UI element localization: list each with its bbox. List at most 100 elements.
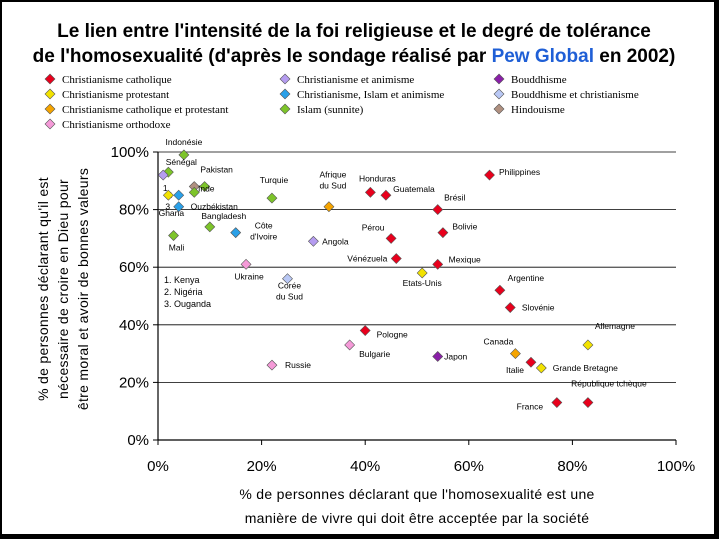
chart-title-part-a: de l'homosexualité [33,46,203,67]
point-ghana [162,189,174,201]
legend-label-christianisme-catholique: Christianisme catholique [62,74,172,86]
note-line-3: 3. Ouganda [164,299,211,309]
point-angola [307,235,319,247]
scatter-chart: Le lien entre l'intensité de la foi reli… [33,21,696,526]
point-honduras [364,186,376,198]
point-label-honduras: Honduras [359,173,396,183]
legend-label-christianisme-et-animisme: Christianisme et animisme [297,74,414,86]
point-label-mali: Mali [169,243,185,253]
point-label-senegal: Sénégal [166,157,197,167]
legend-label-christianisme-islam-et-animisme: Christianisme, Islam et animisme [297,89,444,101]
point-label-canada: Canada [484,337,514,347]
point-label-russie: Russie [285,360,311,370]
point-slovenie [504,302,516,313]
legend-marker-christianisme-catholique-et-protestant [44,103,56,115]
point-italie [525,356,537,368]
point-2 [173,189,185,201]
point-label-grande-bretagne: Grande Bretagne [553,363,618,373]
legend-marker-christianisme-islam-et-animisme [279,88,291,100]
point-pakistan [199,181,211,192]
legend-label-hindouisme: Hindouisme [511,104,565,116]
legend-marker-christianisme-et-animisme [279,73,291,85]
point-allemagne [582,339,594,351]
point-label-slovenie: Slovénie [522,303,555,313]
legend-label-christianisme-protestant: Christianisme protestant [62,89,169,101]
point-label-afrique-du-sud: Afrique du Sud [319,170,346,191]
point-ouzbekistan [188,186,200,198]
chart-title-part-b: (d'après le sondage réalisé par [203,46,492,67]
legend-marker-islam-sunnite [279,103,291,115]
y-tick-label: 80% [119,202,149,219]
y-axis-label-line2: nécessaire de croire en Dieu pour [55,179,71,399]
point-mexique [432,258,444,270]
chart-slide: Le lien entre l'intensité de la foi reli… [2,2,714,534]
legend-label-christianisme-orthodoxe: Christianisme orthodoxe [62,119,171,131]
legend-marker-christianisme-catholique [44,73,56,85]
point-label-france: France [517,402,544,412]
point-label-bresil: Brésil [444,193,465,203]
legend-label-bouddhisme: Bouddhisme [511,74,567,86]
point-label-italie: Italie [506,365,524,375]
point-label-bulgarie: Bulgarie [359,349,390,359]
point-label-ouzbekistan: Ouzbékistan [191,201,239,211]
point-label-perou: Pérou [362,222,385,232]
point-indonesie [178,149,190,161]
numbered-note: 1. Kenya 2. Nigéria 3. Ouganda [164,275,211,309]
y-tick-label: 100% [111,144,149,161]
legend-marker-christianisme-orthodoxe [44,118,56,130]
point-label-republique-tcheque: République tchèque [571,379,647,389]
x-axis-label-line1: % de personnes déclarant que l'homosexua… [239,486,594,502]
point-japon [432,351,444,362]
point-label-ukraine: Ukraine [234,271,264,281]
point-mali [168,230,179,241]
legend-marker-hindouisme [493,103,505,115]
legend-marker-christianisme-protestant [44,88,56,100]
y-tick-label: 0% [127,432,149,449]
legend-label-bouddhisme-et-christianisme: Bouddhisme et christianisme [511,89,639,101]
point-cote-d-ivoire [230,227,242,239]
x-tick-label: 80% [557,458,587,475]
point-label-mexique: Mexique [449,254,481,264]
legend-label-islam-sunnite: Islam (sunnite) [297,104,364,116]
point-label-argentine: Argentine [508,273,545,283]
legend-marker-bouddhisme [493,73,505,85]
point-label-allemagne: Allemagne [595,321,635,331]
point-philippines [484,169,495,181]
point-3 [173,201,185,213]
point-1 [157,169,169,181]
point-label-inde: Inde [198,184,215,194]
point-canada [509,348,521,360]
x-tick-label: 60% [454,458,484,475]
point-label-1: 1 [163,183,168,193]
y-axis-label-line1: % de personnes déclarant qu'il est [35,177,51,401]
point-label-coree-du-sud: Corée du Sud [276,281,303,302]
point-pologne [359,325,371,336]
note-line-1: 1. Kenya [164,275,200,285]
point-label-cote-d-ivoire: Côte d'Ivoire [250,221,277,242]
point-etats-unis [416,267,428,279]
y-tick-label: 20% [119,374,149,391]
point-bolivie [437,227,449,239]
point-france [551,397,563,408]
legend-marker-bouddhisme-et-christianisme [493,88,505,100]
point-label-guatemala: Guatemala [393,184,435,194]
y-tick-label: 40% [119,317,149,334]
point-republique-tcheque [582,397,594,408]
chart-title-part-c: en 2002) [594,46,675,67]
point-label-angola: Angola [322,236,349,246]
point-guatemala [380,189,392,201]
point-turquie [266,192,278,204]
point-label-philippines: Philippines [499,167,540,177]
x-tick-label: 40% [350,458,380,475]
chart-title-highlight: Pew Global [492,46,594,67]
note-line-2: 2. Nigéria [164,287,203,297]
point-argentine [494,284,506,296]
plot-area: 0% 20% 40% 60% 80% 100% 0% 20% 40% 60% 80% 100% Indo… [111,137,696,475]
point-label-bangladesh: Bangladesh [201,211,246,221]
point-bangladesh [204,221,216,233]
point-label-ghana: Ghana [159,208,185,218]
x-tick-label: 20% [247,458,277,475]
point-bulgarie [344,339,356,351]
point-label-pakistan: Pakistan [200,165,233,175]
chart-title-line1: Le lien entre l'intensité de la foi reli… [57,21,651,42]
